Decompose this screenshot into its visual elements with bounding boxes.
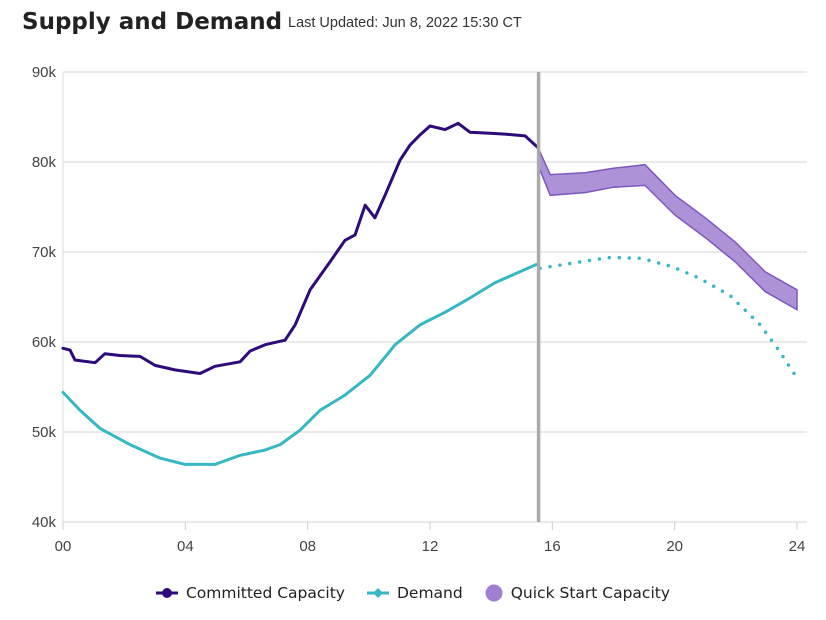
legend: Committed Capacity Demand Quick Start Ca… (0, 584, 826, 602)
legend-item-demand[interactable]: Demand (366, 584, 463, 602)
x-tick-label: 24 (789, 538, 806, 555)
demand-line (61, 262, 540, 466)
committed-capacity-line (61, 121, 540, 375)
legend-label: Committed Capacity (185, 584, 345, 602)
legend-item-quick-start[interactable]: Quick Start Capacity (485, 584, 670, 602)
last-updated: Last Updated: Jun 8, 2022 15:30 CT (288, 15, 522, 31)
y-tick-label: 40k (32, 514, 57, 531)
legend-label: Quick Start Capacity (510, 584, 671, 602)
y-tick-label: 50k (32, 424, 57, 441)
diamond-line-icon (366, 588, 389, 598)
page-title: Supply and Demand (22, 9, 283, 35)
circle-icon (485, 584, 503, 602)
y-tick-label: 90k (32, 64, 57, 81)
x-tick-label: 16 (544, 538, 561, 555)
demand-forecast-line (538, 255, 799, 380)
x-tick-label: 04 (177, 538, 194, 555)
y-tick-label: 70k (32, 244, 57, 261)
legend-label: Demand (396, 584, 463, 602)
x-tick-label: 08 (299, 538, 316, 555)
x-tick-label: 00 (55, 538, 72, 555)
quick-start-capacity-band (537, 147, 798, 311)
y-tick-label: 60k (32, 334, 57, 351)
circle-line-icon (155, 588, 178, 598)
legend-item-committed[interactable]: Committed Capacity (155, 584, 345, 602)
y-tick-label: 80k (32, 154, 57, 171)
x-tick-label: 12 (422, 538, 439, 555)
x-tick-label: 20 (666, 538, 683, 555)
